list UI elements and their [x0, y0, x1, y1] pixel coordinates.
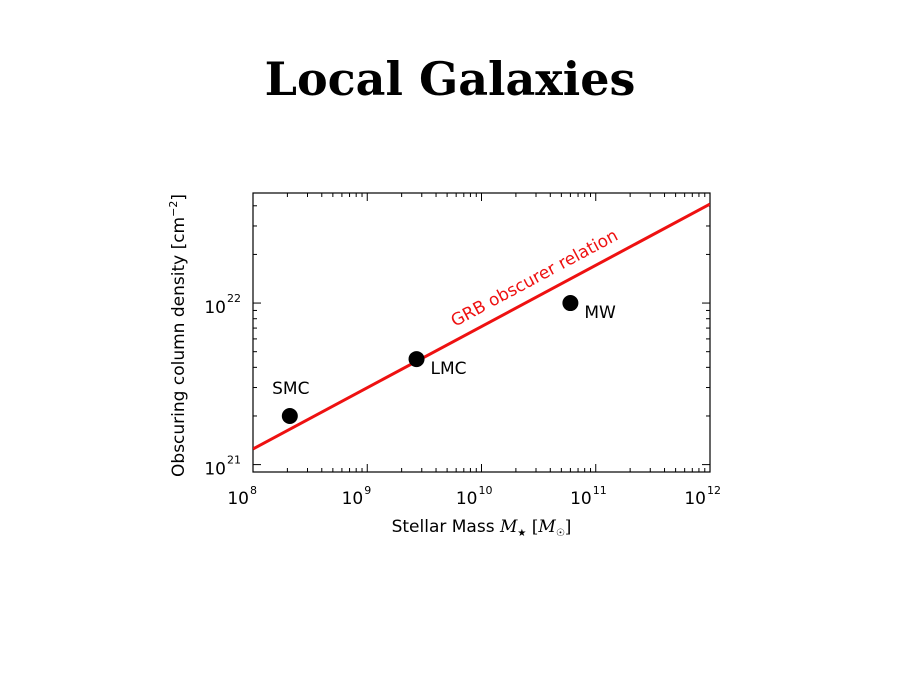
tick-marks — [252, 193, 711, 473]
point-label: LMC — [431, 359, 467, 379]
x-tick-label-base: 10 — [570, 489, 592, 509]
x-tick-label-exp: 8 — [250, 484, 257, 497]
x-tick-label-base: 10 — [456, 489, 478, 509]
x-tick-label: 10 10 — [456, 484, 493, 509]
points-layer — [281, 295, 579, 424]
x-tick-label: 10 11 — [570, 484, 607, 509]
x-tick-label-exp: 9 — [364, 484, 371, 497]
x-tick-label-exp: 12 — [707, 484, 721, 497]
plot-frame — [252, 192, 711, 473]
data-point — [408, 351, 425, 368]
x-tick-label-exp: 11 — [593, 484, 607, 497]
y-tick-label: 10 22 — [204, 292, 241, 318]
point-label: SMC — [272, 379, 309, 399]
relation-layer — [253, 202, 710, 451]
y-tick-label-base: 10 — [204, 460, 226, 480]
x-tick-label-exp: 10 — [479, 484, 493, 497]
y-tick-label-exp: 22 — [227, 292, 241, 305]
slide-title: Local Galaxies — [264, 52, 636, 106]
x-axis-label: Stellar Mass M★ [M☉] — [392, 517, 572, 539]
x-tick-label-base: 10 — [684, 489, 706, 509]
point-label: MW — [584, 303, 616, 323]
y-tick-label-exp: 21 — [227, 454, 241, 467]
x-tick-label-base: 10 — [342, 489, 364, 509]
plot-axes — [252, 192, 711, 473]
y-tick-label-base: 10 — [204, 298, 226, 318]
y-tick-label: 10 21 — [204, 454, 241, 480]
data-point — [562, 295, 579, 312]
x-tick-label: 10 9 — [342, 484, 372, 509]
x-tick-label: 10 8 — [227, 484, 257, 509]
y-axis-label: Obscuring column density [cm−2] — [167, 194, 189, 477]
relation-line — [253, 202, 710, 451]
x-tick-label: 10 12 — [684, 484, 721, 509]
x-tick-label-base: 10 — [227, 489, 249, 509]
data-point — [281, 407, 298, 424]
